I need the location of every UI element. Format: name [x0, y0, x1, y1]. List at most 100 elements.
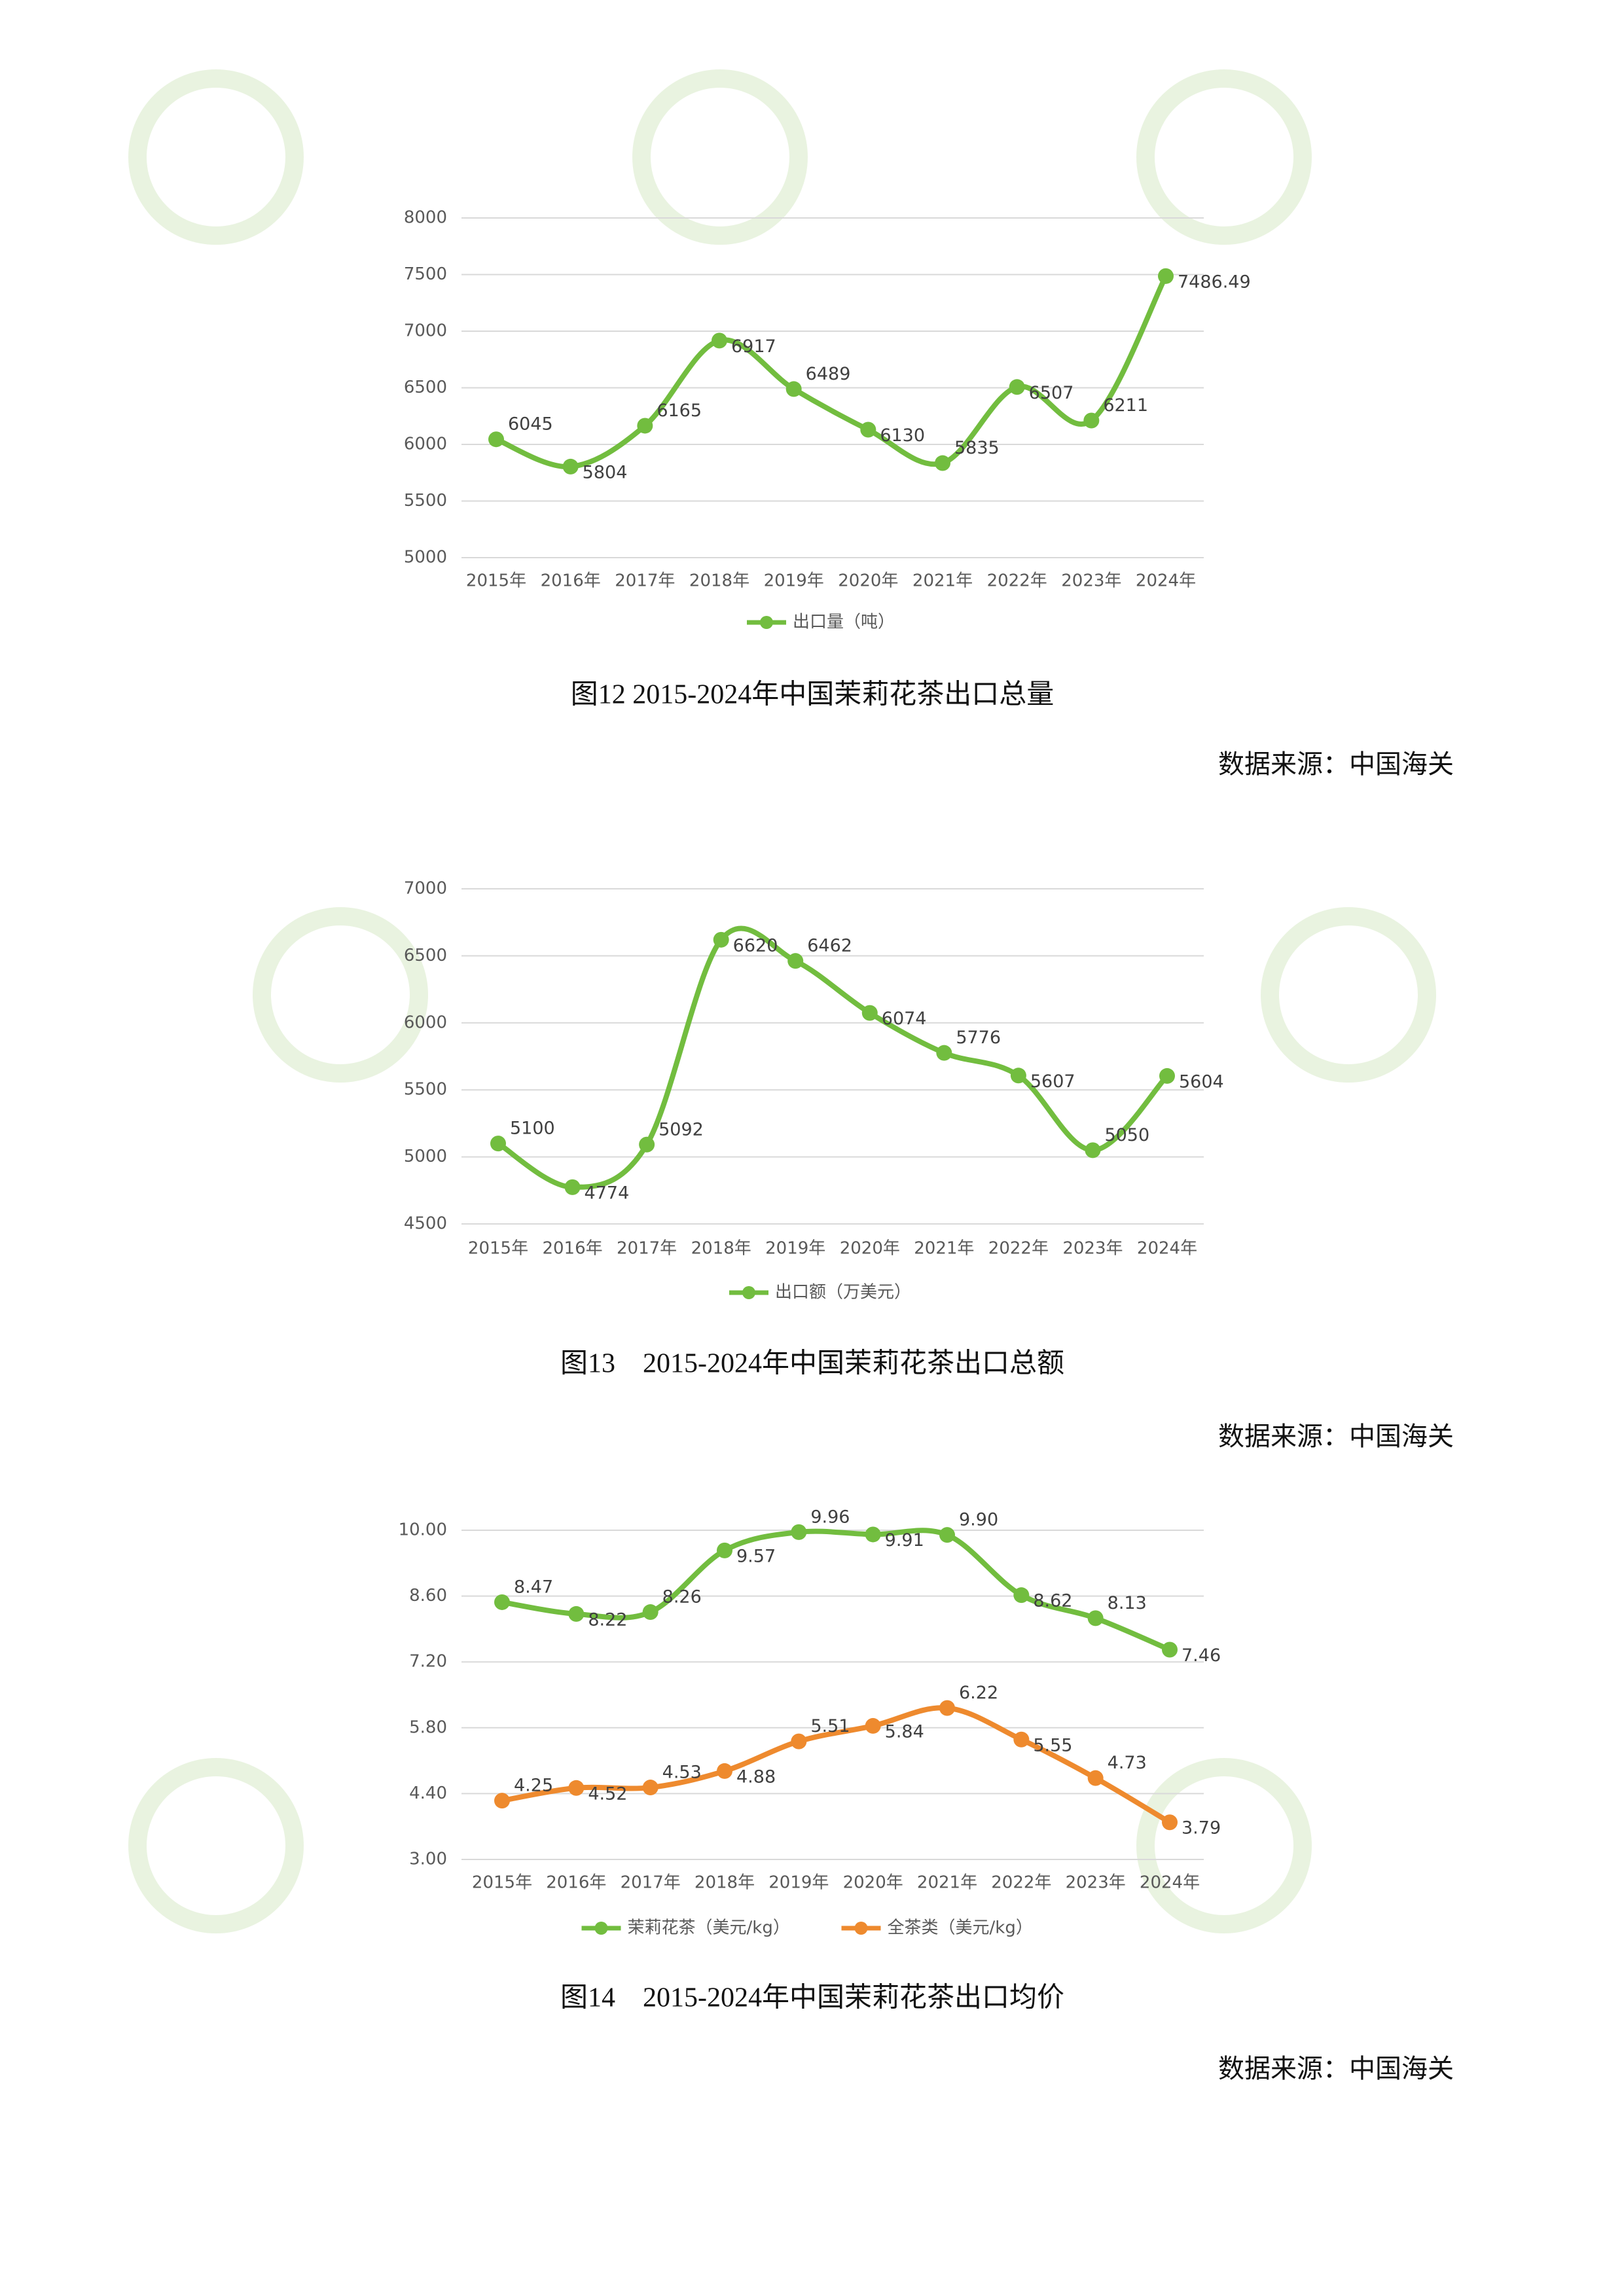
y-tick-label: 6500 — [404, 946, 447, 965]
data-label: 5804 — [583, 462, 628, 482]
x-tick-label: 2016年 — [546, 1873, 606, 1893]
data-label: 5607 — [1030, 1071, 1075, 1092]
y-tick-label: 6000 — [404, 435, 447, 454]
data-point — [713, 931, 729, 948]
series-line — [494, 273, 1168, 469]
y-tick-label: 5.80 — [409, 1717, 447, 1737]
x-tick-label: 2017年 — [615, 571, 675, 591]
data-label: 6507 — [1029, 383, 1074, 403]
data-label: 8.22 — [588, 1609, 627, 1630]
data-point — [1162, 1641, 1178, 1658]
data-point — [861, 1005, 878, 1021]
data-point — [865, 1526, 881, 1543]
legend-marker — [760, 616, 773, 629]
x-tick-label: 2024年 — [1137, 1239, 1197, 1259]
x-tick-label: 2023年 — [1062, 1239, 1123, 1259]
data-point — [639, 1136, 655, 1153]
x-tick-label: 2015年 — [466, 571, 526, 591]
data-label: 5.55 — [1033, 1735, 1072, 1755]
y-tick-label: 10.00 — [399, 1520, 447, 1540]
data-label: 6620 — [733, 935, 778, 956]
x-tick-label: 2022年 — [988, 1239, 1049, 1259]
data-label: 5050 — [1104, 1125, 1149, 1145]
data-label: 6489 — [806, 364, 851, 384]
y-tick-label: 3.00 — [409, 1850, 447, 1869]
x-tick-label: 2021年 — [912, 571, 973, 591]
data-point — [717, 1542, 732, 1558]
data-source: 数据来源：中国海关 — [1218, 2054, 1454, 2084]
y-tick-label: 7500 — [404, 264, 447, 284]
x-tick-label: 2016年 — [541, 571, 601, 591]
data-point — [787, 953, 804, 969]
x-tick-label: 2020年 — [843, 1873, 903, 1893]
data-label: 6074 — [882, 1009, 927, 1029]
data-label: 3.79 — [1182, 1818, 1221, 1839]
data-point — [488, 431, 504, 448]
data-point — [1083, 412, 1100, 429]
data-label: 6165 — [657, 401, 702, 421]
data-point — [791, 1524, 807, 1540]
legend-label: 出口量（吨） — [793, 613, 895, 632]
x-tick-label: 2019年 — [768, 1873, 829, 1893]
x-tick-label: 2021年 — [917, 1873, 977, 1893]
y-tick-label: 8000 — [404, 208, 447, 228]
x-tick-label: 2019年 — [764, 571, 824, 591]
data-point — [936, 1045, 952, 1061]
x-tick-label: 2024年 — [1136, 571, 1196, 591]
data-point — [1159, 1067, 1175, 1084]
y-tick-label: 4500 — [404, 1214, 447, 1234]
data-point — [939, 1527, 955, 1543]
x-tick-label: 2016年 — [542, 1239, 602, 1259]
data-point — [568, 1780, 585, 1796]
data-label: 6462 — [807, 936, 852, 956]
data-point — [562, 458, 579, 475]
data-point — [490, 1136, 506, 1152]
data-point — [642, 1604, 659, 1621]
data-label: 5835 — [954, 438, 1000, 458]
data-point — [564, 1179, 581, 1195]
y-tick-label: 8.60 — [409, 1586, 447, 1605]
y-tick-label: 5500 — [404, 1080, 447, 1100]
x-tick-label: 2015年 — [468, 1239, 528, 1259]
data-label: 6.22 — [959, 1683, 998, 1703]
data-point — [1087, 1770, 1104, 1786]
data-label: 9.57 — [736, 1546, 776, 1566]
data-source: 数据来源：中国海关 — [1218, 1422, 1454, 1452]
data-label: 6045 — [508, 414, 553, 435]
y-tick-label: 7000 — [404, 321, 447, 341]
data-point — [860, 422, 876, 438]
data-point — [1087, 1610, 1104, 1626]
x-tick-label: 2022年 — [987, 571, 1047, 591]
data-point — [717, 1763, 732, 1779]
x-tick-label: 2024年 — [1140, 1873, 1200, 1893]
x-tick-label: 2020年 — [838, 571, 898, 591]
data-label: 5.51 — [810, 1716, 850, 1736]
data-point — [1013, 1587, 1030, 1604]
legend-label: 出口额（万美元） — [775, 1283, 911, 1302]
data-point — [785, 381, 802, 397]
data-point — [1010, 1067, 1026, 1084]
x-tick-label: 2018年 — [691, 1239, 751, 1259]
data-label: 5092 — [659, 1119, 704, 1139]
figure-caption: 图12 2015-2024年中国茉莉花茶出口总量 — [571, 679, 1055, 710]
data-label: 9.96 — [810, 1507, 850, 1527]
data-label: 8.13 — [1108, 1593, 1147, 1613]
data-point — [791, 1733, 807, 1749]
y-tick-label: 4.40 — [409, 1784, 447, 1803]
watermark — [128, 69, 1436, 1933]
x-tick-label: 2017年 — [617, 1239, 677, 1259]
legend-marker — [742, 1286, 755, 1299]
legend-label: 全茶类（美元/kg） — [888, 1918, 1033, 1938]
data-label: 5100 — [510, 1119, 555, 1139]
legend-marker — [854, 1922, 868, 1935]
data-label: 4.52 — [588, 1784, 627, 1804]
x-tick-label: 2017年 — [621, 1873, 681, 1893]
series-line — [496, 925, 1170, 1190]
data-label: 7.46 — [1182, 1645, 1221, 1666]
data-label: 4.88 — [736, 1767, 776, 1787]
data-label: 8.26 — [662, 1587, 702, 1607]
y-tick-label: 6500 — [404, 378, 447, 397]
data-point — [935, 455, 950, 471]
legend-label: 茉莉花茶（美元/kg） — [628, 1918, 790, 1938]
